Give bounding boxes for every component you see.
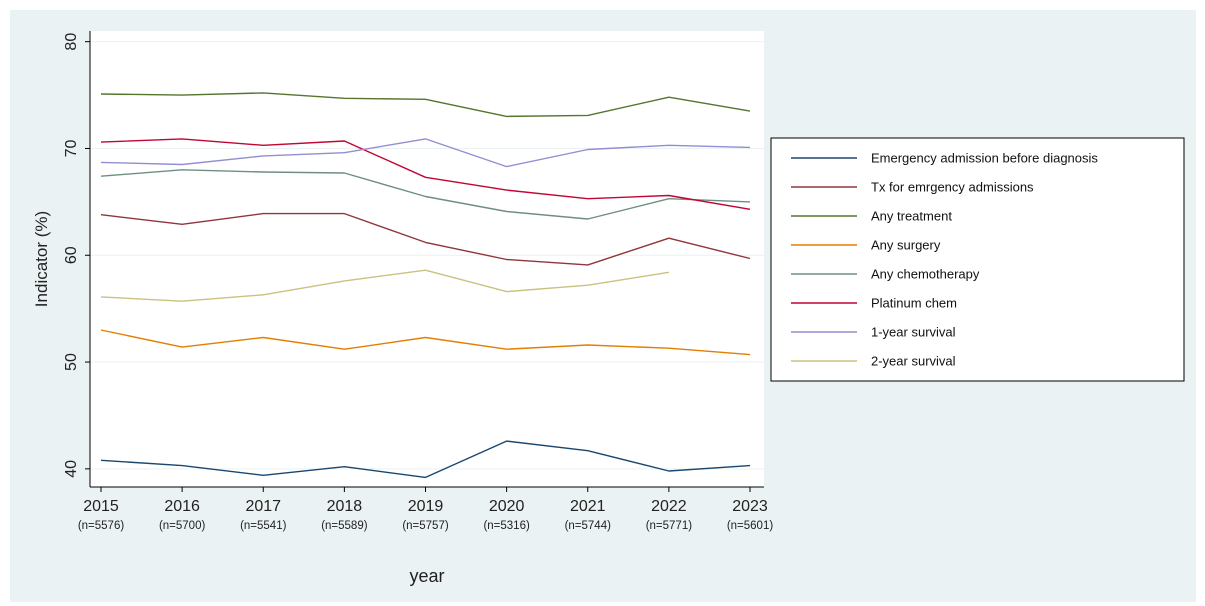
series-line-8 [100, 269, 670, 302]
x-tick-label: 2018 [327, 498, 363, 515]
legend-label: Tx for emrgency admissions [871, 180, 1034, 195]
x-tick-label: 2022 [651, 498, 687, 515]
x-tick-sample-size: (n=5589) [321, 520, 368, 532]
x-tick-label: 2017 [245, 498, 281, 515]
plot-area [90, 31, 764, 487]
x-tick-label: 2019 [408, 498, 444, 515]
y-tick-label: 50 [63, 353, 80, 371]
x-tick-label: 2015 [83, 498, 119, 515]
x-tick-sample-size: (n=5771) [646, 520, 693, 532]
x-tick-sample-size: (n=5576) [78, 520, 125, 532]
x-tick-label: 2016 [164, 498, 200, 515]
legend-label: Any chemotherapy [871, 267, 980, 282]
x-tick-label: 2023 [732, 498, 768, 515]
series-lines [100, 92, 751, 479]
series-line-7 [100, 138, 751, 168]
series-line-5 [100, 169, 751, 220]
y-axis-ticks: 40 50 60 70 80 [63, 33, 90, 478]
x-tick-sample-size: (n=5700) [159, 520, 206, 532]
y-tick-label: 80 [63, 33, 80, 51]
y-tick-label: 70 [63, 139, 80, 157]
legend-label: Any treatment [871, 209, 952, 224]
x-axis-ticks: 2015 (n=5576) 2016 (n=5700) 2017 (n=5541) 2018… [78, 487, 774, 532]
y-axis-label: Indicator (%) [32, 211, 51, 307]
legend-label: Emergency admission before diagnosis [871, 151, 1098, 166]
legend-label: Platinum chem [871, 296, 957, 311]
legend-box [770, 137, 1185, 382]
x-tick-sample-size: (n=5541) [240, 520, 287, 532]
gridlines [90, 41, 764, 470]
series-line-3 [100, 92, 751, 118]
series-line-4 [100, 329, 751, 356]
x-tick-sample-size: (n=5316) [483, 520, 530, 532]
series-line-6 [100, 138, 751, 210]
x-tick-label: 2021 [570, 498, 606, 515]
x-tick-sample-size: (n=5744) [565, 520, 612, 532]
legend: Emergency admission before diagnosis Tx f… [770, 137, 1185, 382]
legend-label: 2-year survival [871, 354, 956, 369]
x-axis-label: year [409, 566, 444, 586]
series-line-1 [100, 440, 751, 479]
y-tick-label: 60 [63, 246, 80, 264]
legend-label: 1-year survival [871, 325, 956, 340]
x-tick-sample-size: (n=5601) [727, 520, 774, 532]
axes [89, 31, 764, 488]
legend-label: Any surgery [871, 238, 941, 253]
x-tick-sample-size: (n=5757) [402, 520, 449, 532]
series-line-2 [100, 212, 751, 266]
x-tick-label: 2020 [489, 498, 525, 515]
y-tick-label: 40 [63, 460, 80, 478]
